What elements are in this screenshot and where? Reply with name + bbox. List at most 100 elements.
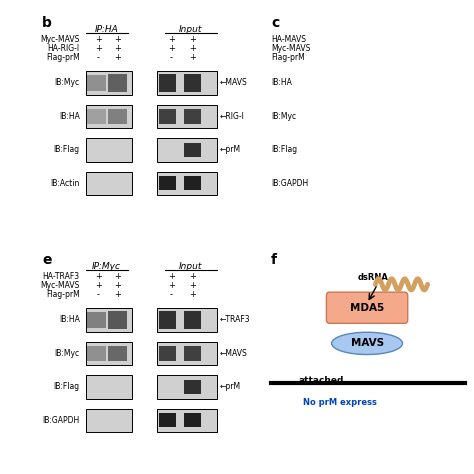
Text: +: + — [189, 272, 196, 281]
Bar — [86, 308, 132, 332]
Bar — [86, 105, 132, 128]
Text: +: + — [168, 35, 175, 44]
Bar — [157, 138, 217, 162]
Bar — [108, 346, 127, 361]
Text: +: + — [189, 290, 196, 299]
Bar — [159, 310, 175, 329]
Text: Flag-prM: Flag-prM — [271, 53, 305, 62]
Text: f: f — [271, 253, 277, 267]
Text: +: + — [189, 44, 196, 53]
Text: Flag-prM: Flag-prM — [46, 53, 80, 62]
Text: +: + — [114, 44, 120, 53]
Bar — [86, 409, 132, 432]
Text: +: + — [95, 44, 102, 53]
Bar — [159, 176, 175, 191]
Text: +: + — [168, 272, 175, 281]
Bar — [184, 176, 201, 191]
Bar — [157, 105, 217, 128]
Bar — [87, 74, 106, 91]
Bar — [87, 109, 106, 124]
Text: +: + — [168, 281, 175, 290]
Bar — [86, 172, 132, 195]
Text: IB:HA: IB:HA — [59, 112, 80, 121]
Text: IP:Myc: IP:Myc — [92, 262, 121, 271]
Text: attached: attached — [298, 376, 344, 385]
Text: ←TRAF3: ←TRAF3 — [219, 316, 250, 325]
Text: +: + — [114, 53, 120, 62]
Text: IB:Flag: IB:Flag — [54, 146, 80, 155]
Text: No prM express: No prM express — [303, 398, 377, 407]
Text: ←RIG-I: ←RIG-I — [219, 112, 244, 121]
Bar — [87, 311, 106, 328]
Text: Flag-prM: Flag-prM — [46, 290, 80, 299]
Text: IB:HA: IB:HA — [59, 316, 80, 325]
Text: ←MAVS: ←MAVS — [219, 79, 247, 88]
Text: +: + — [189, 281, 196, 290]
FancyBboxPatch shape — [327, 292, 408, 323]
Bar — [184, 346, 201, 361]
Text: +: + — [95, 281, 102, 290]
Text: +: + — [114, 272, 120, 281]
Text: IB:Flag: IB:Flag — [54, 383, 80, 392]
Text: +: + — [95, 272, 102, 281]
Text: -: - — [170, 290, 173, 299]
Bar — [157, 409, 217, 432]
Text: IB:Myc: IB:Myc — [271, 112, 296, 121]
Bar — [157, 375, 217, 399]
Text: +: + — [168, 44, 175, 53]
Bar — [159, 413, 175, 428]
Text: b: b — [42, 16, 52, 30]
Text: Myc-MAVS: Myc-MAVS — [40, 35, 80, 44]
Text: IB:Myc: IB:Myc — [55, 349, 80, 358]
Ellipse shape — [332, 332, 402, 355]
Bar — [184, 109, 201, 124]
Text: IB:GAPDH: IB:GAPDH — [271, 179, 309, 188]
Text: +: + — [95, 35, 102, 44]
Text: HA-RIG-I: HA-RIG-I — [47, 44, 80, 53]
Text: IB:Myc: IB:Myc — [55, 79, 80, 88]
Bar — [86, 375, 132, 399]
Bar — [86, 71, 132, 95]
Bar — [86, 138, 132, 162]
Bar — [159, 109, 175, 124]
Text: HA-MAVS: HA-MAVS — [271, 35, 306, 44]
Text: +: + — [114, 281, 120, 290]
Text: +: + — [114, 35, 120, 44]
Bar — [157, 172, 217, 195]
Bar — [86, 342, 132, 365]
Text: +: + — [189, 35, 196, 44]
Text: -: - — [170, 53, 173, 62]
Text: Myc-MAVS: Myc-MAVS — [40, 281, 80, 290]
Text: IP:HA: IP:HA — [95, 25, 118, 34]
Bar — [157, 71, 217, 95]
Text: MDA5: MDA5 — [350, 303, 384, 313]
Bar — [157, 342, 217, 365]
Bar — [184, 73, 201, 92]
Text: -: - — [97, 53, 100, 62]
Bar — [108, 73, 127, 92]
Bar — [184, 380, 201, 394]
Bar — [108, 310, 127, 329]
Text: IB:Actin: IB:Actin — [50, 179, 80, 188]
Text: dsRNA: dsRNA — [358, 273, 389, 282]
Bar — [184, 310, 201, 329]
Text: Myc-MAVS: Myc-MAVS — [271, 44, 310, 53]
Bar — [157, 308, 217, 332]
Text: e: e — [42, 253, 52, 267]
Text: ←prM: ←prM — [219, 146, 240, 155]
Bar — [159, 346, 175, 361]
Text: IB:GAPDH: IB:GAPDH — [42, 416, 80, 425]
Text: c: c — [271, 16, 279, 30]
Text: HA-TRAF3: HA-TRAF3 — [43, 272, 80, 281]
Bar — [184, 143, 201, 157]
Text: ←prM: ←prM — [219, 383, 240, 392]
Bar — [184, 413, 201, 428]
Text: MAVS: MAVS — [350, 338, 383, 348]
Text: +: + — [114, 290, 120, 299]
Text: ←MAVS: ←MAVS — [219, 349, 247, 358]
Text: -: - — [97, 290, 100, 299]
Bar — [108, 109, 127, 124]
Bar — [87, 346, 106, 361]
Text: +: + — [189, 53, 196, 62]
Text: IB:HA: IB:HA — [271, 79, 292, 88]
